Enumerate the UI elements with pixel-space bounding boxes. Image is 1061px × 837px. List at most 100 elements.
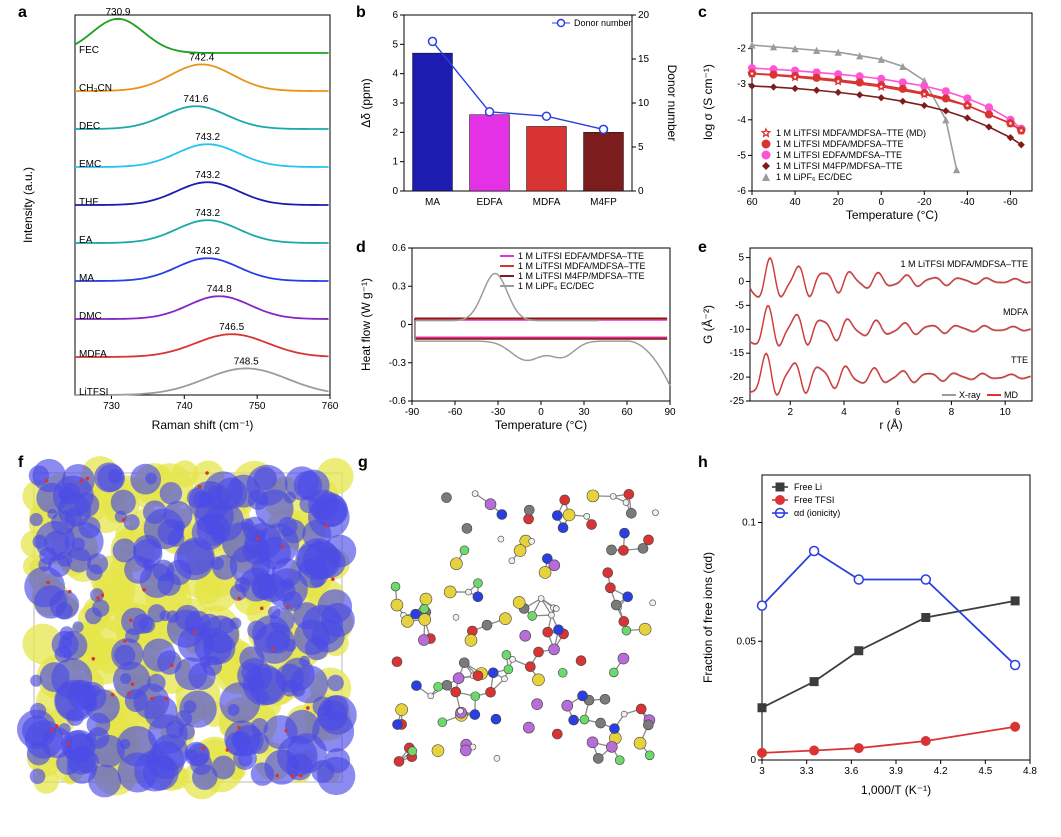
svg-text:0: 0 [750, 755, 756, 766]
svg-text:3.3: 3.3 [800, 766, 814, 777]
svg-text:-4: -4 [737, 115, 746, 126]
svg-text:1 M LiTFSI EDFA/MDFSA–TTE: 1 M LiTFSI EDFA/MDFSA–TTE [776, 150, 902, 160]
svg-text:Fraction of free ions (αd): Fraction of free ions (αd) [701, 552, 715, 683]
svg-text:-0.6: -0.6 [389, 396, 407, 407]
svg-text:CH₃CN: CH₃CN [79, 83, 112, 94]
panel-h: 33.33.63.94.24.54.800.050.11,000/T (K⁻¹)… [701, 475, 1037, 797]
panel-d: -90-60-300306090-0.6-0.300.30.6Temperatu… [359, 243, 676, 432]
svg-text:Heat flow (W g⁻¹): Heat flow (W g⁻¹) [359, 278, 373, 371]
svg-text:1 M LiPF₆ EC/DEC: 1 M LiPF₆ EC/DEC [776, 172, 853, 182]
panel-label-c: c [698, 4, 707, 21]
svg-text:log σ (S cm⁻¹): log σ (S cm⁻¹) [701, 64, 715, 140]
svg-text:760: 760 [322, 401, 339, 412]
svg-text:30: 30 [578, 407, 590, 418]
svg-text:2: 2 [788, 407, 794, 418]
svg-text:1 M LiTFSI M4FP/MDFSA–TTE: 1 M LiTFSI M4FP/MDFSA–TTE [776, 161, 903, 171]
svg-text:5: 5 [638, 142, 644, 153]
svg-text:1 M LiTFSI MDFA/MDFSA–TTE (MD): 1 M LiTFSI MDFA/MDFSA–TTE (MD) [776, 128, 926, 138]
panel-f [17, 456, 357, 799]
svg-text:746.5: 746.5 [219, 322, 244, 333]
svg-text:0: 0 [878, 197, 884, 208]
panel-g [391, 489, 658, 766]
svg-text:Free Li: Free Li [794, 482, 822, 492]
svg-text:Donor number: Donor number [574, 18, 632, 28]
svg-text:748.5: 748.5 [234, 356, 259, 367]
svg-text:3: 3 [392, 98, 398, 109]
svg-text:0: 0 [392, 186, 398, 197]
svg-text:744.8: 744.8 [207, 284, 232, 295]
panel-label-d: d [356, 239, 366, 256]
svg-text:20: 20 [833, 197, 845, 208]
svg-text:Free TFSI: Free TFSI [794, 495, 834, 505]
svg-text:Temperature (°C): Temperature (°C) [846, 208, 938, 222]
panel-label-f: f [18, 454, 24, 471]
svg-text:0.6: 0.6 [392, 243, 406, 254]
svg-text:LiTFSI: LiTFSI [79, 387, 108, 398]
panel-c: 6040200-20-40-60-6-5-4-3-2Temperature (°… [701, 13, 1032, 222]
svg-text:αd (ionicity): αd (ionicity) [794, 508, 840, 518]
svg-text:10: 10 [638, 98, 650, 109]
svg-text:FEC: FEC [79, 45, 99, 56]
svg-text:EDFA: EDFA [476, 197, 502, 208]
svg-text:743.2: 743.2 [195, 170, 220, 181]
svg-text:DEC: DEC [79, 121, 100, 132]
svg-text:MDFA: MDFA [79, 349, 107, 360]
svg-text:-5: -5 [737, 150, 746, 161]
svg-text:1 M LiTFSI EDFA/MDFSA–TTE: 1 M LiTFSI EDFA/MDFSA–TTE [518, 251, 644, 261]
svg-text:Intensity (a.u.): Intensity (a.u.) [21, 167, 35, 243]
svg-text:5: 5 [738, 253, 744, 264]
svg-text:5: 5 [392, 39, 398, 50]
svg-text:THF: THF [79, 197, 98, 208]
svg-text:743.2: 743.2 [195, 246, 220, 257]
svg-text:6: 6 [392, 10, 398, 21]
svg-text:4.8: 4.8 [1023, 766, 1037, 777]
svg-text:DMC: DMC [79, 311, 102, 322]
svg-text:MA: MA [425, 197, 440, 208]
svg-text:-20: -20 [917, 197, 932, 208]
svg-text:0: 0 [638, 186, 644, 197]
svg-text:3: 3 [759, 766, 765, 777]
svg-text:MDFA: MDFA [1003, 307, 1028, 317]
svg-text:2: 2 [392, 127, 398, 138]
panel-label-h: h [698, 454, 708, 471]
svg-text:-0.3: -0.3 [389, 358, 407, 369]
svg-text:4.5: 4.5 [978, 766, 992, 777]
svg-text:740: 740 [176, 401, 193, 412]
svg-text:MA: MA [79, 273, 94, 284]
panel-label-e: e [698, 239, 707, 256]
panel-label-a: a [18, 4, 27, 21]
svg-text:8: 8 [949, 407, 955, 418]
panel-e: 246810-25-20-15-10-505r (Å)G (Å⁻²)1 M Li… [700, 248, 1032, 432]
svg-text:20: 20 [638, 10, 650, 21]
svg-text:60: 60 [621, 407, 633, 418]
svg-text:1 M LiTFSI MDFA/MDFSA–TTE: 1 M LiTFSI MDFA/MDFSA–TTE [518, 261, 646, 271]
svg-text:0.3: 0.3 [392, 281, 406, 292]
panel-b: 0123456Δδ (ppm)05101520Donor numberMAEDF… [359, 10, 679, 208]
svg-text:3.9: 3.9 [889, 766, 903, 777]
svg-text:0: 0 [538, 407, 544, 418]
panel-label-b: b [356, 4, 366, 21]
svg-text:-60: -60 [1003, 197, 1018, 208]
svg-text:743.2: 743.2 [195, 208, 220, 219]
svg-text:-25: -25 [730, 396, 745, 407]
svg-text:743.2: 743.2 [195, 132, 220, 143]
svg-text:Δδ (ppm): Δδ (ppm) [359, 78, 373, 127]
svg-text:15: 15 [638, 54, 650, 65]
svg-text:730.9: 730.9 [105, 7, 130, 18]
svg-text:741.6: 741.6 [183, 94, 208, 105]
svg-text:-30: -30 [491, 407, 506, 418]
svg-text:730: 730 [103, 401, 120, 412]
svg-text:MDFA: MDFA [533, 197, 561, 208]
svg-text:-40: -40 [960, 197, 975, 208]
svg-text:M4FP: M4FP [590, 197, 617, 208]
svg-text:-5: -5 [735, 300, 744, 311]
svg-text:-6: -6 [737, 186, 746, 197]
svg-text:Temperature (°C): Temperature (°C) [495, 418, 587, 432]
svg-text:750: 750 [249, 401, 266, 412]
svg-text:Raman shift (cm⁻¹): Raman shift (cm⁻¹) [152, 418, 254, 432]
svg-text:10: 10 [1000, 407, 1012, 418]
svg-text:MD: MD [1004, 390, 1018, 400]
svg-text:EA: EA [79, 235, 93, 246]
svg-text:-60: -60 [448, 407, 463, 418]
svg-text:6: 6 [895, 407, 901, 418]
